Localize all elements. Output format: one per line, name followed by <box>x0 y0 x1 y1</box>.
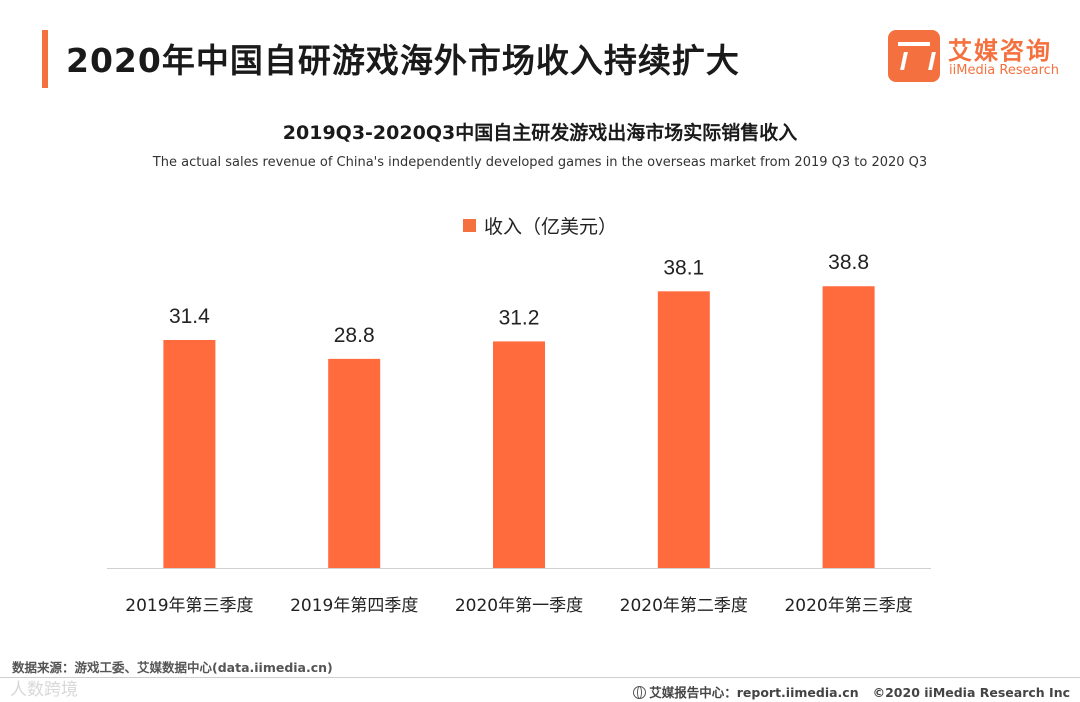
logo-mark-icon <box>888 30 940 82</box>
bar-2 <box>493 341 545 568</box>
bar-labels-group: 31.4 28.8 31.2 38.1 38.8 <box>169 251 869 347</box>
bar-value-label-0: 31.4 <box>169 305 210 328</box>
chart-title: 2019Q3-2020Q3中国自主研发游戏出海市场实际销售收入 <box>282 122 798 144</box>
bar-value-label-2: 31.2 <box>499 306 540 329</box>
category-label-0: 2019年第三季度 <box>125 596 253 616</box>
legend-label: 收入（亿美元） <box>483 216 617 238</box>
data-source: 数据来源：游戏工委、艾媒数据中心(data.iimedia.cn) <box>12 660 333 675</box>
logo-en-text: iiMedia Research <box>949 63 1060 78</box>
chart-legend: 收入（亿美元） <box>0 212 1080 239</box>
footer-info: 艾媒报告中心：report.iimedia.cn ©2020 iiMedia Re… <box>633 682 1070 701</box>
page-title: 2020年中国自研游戏海外市场收入持续扩大 <box>66 41 740 80</box>
footer-divider <box>0 677 1080 678</box>
bar-0 <box>163 339 216 568</box>
globe-icon <box>633 686 647 699</box>
bar-value-label-4: 38.8 <box>828 251 869 274</box>
iimedia-logo: 艾媒咨询 iiMedia Research <box>888 30 1063 82</box>
bar-value-label-3: 38.1 <box>663 256 704 279</box>
watermark: 人数跨境 <box>10 680 78 700</box>
report-center-link[interactable]: 艾媒报告中心：report.iimedia.cn <box>649 685 859 700</box>
category-label-3: 2020年第二季度 <box>620 596 748 616</box>
category-label-2: 2020年第一季度 <box>455 596 583 616</box>
category-labels-group: 2019年第三季度 2019年第四季度 2020年第一季度 2020年第二季度 2020… <box>125 596 912 616</box>
bar-1 <box>328 358 381 568</box>
copyright: ©2020 iiMedia Research Inc <box>872 685 1070 700</box>
bar-3 <box>657 291 710 568</box>
title-accent-bar <box>42 30 48 88</box>
bar-value-label-1: 28.8 <box>334 324 375 347</box>
category-label-1: 2019年第四季度 <box>290 596 418 616</box>
bars-group <box>163 286 875 568</box>
logo-cn-text: 艾媒咨询 <box>948 37 1052 65</box>
bar-4 <box>822 286 875 568</box>
legend-swatch <box>462 219 476 232</box>
category-label-4: 2020年第三季度 <box>784 596 912 616</box>
chart-subtitle: The actual sales revenue of China's inde… <box>152 155 928 170</box>
